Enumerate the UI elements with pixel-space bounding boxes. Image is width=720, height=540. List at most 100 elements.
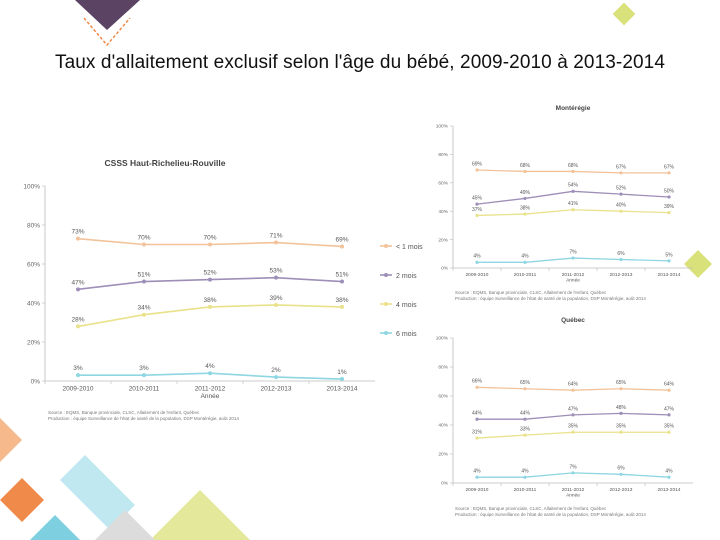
chart-monteregie-data-label: 45% (472, 196, 483, 202)
chart-csss-legend-marker-6mois (384, 331, 388, 335)
chart-csss-data-label: 53% (269, 268, 282, 275)
chart-quebec-ytick-label: 100% (436, 336, 449, 342)
chart-monteregie-point-2mois (667, 195, 671, 199)
chart-csss-legend-label-6mois: 6 mois (396, 331, 417, 338)
chart-csss-point-6mois (142, 373, 146, 378)
deco-orange-dashed-chevron (83, 17, 131, 47)
chart-monteregie-data-label: 40% (616, 203, 627, 209)
chart-csss-point-lt1mois (76, 236, 80, 241)
chart-monteregie-data-label: 68% (520, 163, 531, 169)
chart-monteregie-xtick-label: 2010-2011 (514, 272, 537, 278)
chart-csss-ytick-label: 100% (23, 183, 40, 190)
chart-csss-point-4mois (76, 324, 80, 329)
chart-quebec-point-lt1mois (523, 387, 527, 391)
chart-csss-ytick-label: 0% (31, 378, 41, 385)
chart-quebec-data-label: 4% (665, 469, 673, 475)
chart-csss-ytick-label: 60% (27, 261, 40, 268)
chart-quebec-xlabel: Année (566, 493, 580, 499)
chart-quebec-point-4mois (571, 430, 575, 434)
chart-monteregie-point-lt1mois (523, 169, 527, 174)
chart-monteregie-data-label: 4% (521, 254, 529, 260)
chart-quebec-data-label: 6% (617, 466, 625, 472)
chart-quebec-xtick-label: 2009-2010 (466, 487, 489, 493)
chart-monteregie-point-4mois (523, 212, 527, 216)
chart-csss-source-2: Production : équipe Surveillance de l'ét… (48, 416, 239, 421)
chart-csss-data-label: 51% (137, 272, 150, 279)
chart-monteregie-data-label: 69% (472, 161, 483, 167)
chart-csss-legend-label-lt1mois: < 1 mois (396, 244, 423, 251)
chart-csss-legend-label-4mois: 4 mois (396, 302, 417, 309)
chart-csss-title: CSSS Haut-Richelieu-Rouville (105, 158, 226, 168)
chart-quebec-data-label: 4% (521, 469, 529, 475)
chart-quebec-svg: Québec 0% 20% 40% 60% 80% 100% 2009-2010 2010-20… (436, 317, 693, 499)
chart-monteregie-point-4mois (571, 208, 575, 212)
chart-monteregie-point-2mois (475, 202, 479, 206)
slide-title: Taux d'allaitement exclusif selon l'âge … (54, 52, 666, 73)
chart-quebec-data-label: 47% (664, 406, 675, 412)
chart-quebec-data-label: 35% (616, 424, 627, 430)
chart-quebec-point-lt1mois (571, 388, 575, 392)
chart-csss-point-lt1mois (274, 240, 278, 245)
chart-quebec: Québec 0% 20% 40% 60% 80% 100% 2009-2010 2010-20… (425, 310, 715, 510)
chart-monteregie-point-2mois (571, 189, 575, 193)
chart-quebec-point-4mois (523, 433, 527, 437)
chart-monteregie-xtick-label: 2012-2013 (610, 272, 633, 278)
chart-csss-data-label: 73% (71, 229, 84, 236)
chart-csss-xtick-label: 2011-2012 (195, 386, 226, 393)
deco-blue-stripes (60, 455, 135, 530)
chart-quebec-xtick-label: 2010-2011 (514, 487, 537, 493)
chart-csss-data-label: 1% (337, 369, 347, 376)
chart-monteregie-ytick-label: 60% (438, 180, 448, 186)
chart-csss-point-lt1mois (340, 244, 344, 249)
chart-csss-xtick-label: 2012-2013 (260, 386, 291, 393)
chart-quebec-source-1: Source : EQMS, Banque provinciale, CLSC,… (455, 506, 607, 511)
deco-yellow-stripes-large (150, 490, 250, 540)
chart-csss-legend-label-2mois: 2 mois (396, 273, 417, 280)
chart-monteregie-data-label: 39% (664, 204, 675, 210)
chart-csss-point-2mois (274, 275, 278, 280)
chart-monteregie-source-1: Source : EQMS, Banque provinciale, CLSC,… (455, 290, 607, 295)
chart-monteregie-data-label: 38% (520, 205, 531, 211)
chart-monteregie-data-label: 4% (473, 254, 481, 260)
chart-quebec-data-label: 66% (472, 379, 483, 385)
chart-monteregie-point-6mois (571, 256, 575, 260)
chart-monteregie-point-4mois (667, 211, 671, 215)
chart-monteregie-ytick-label: 20% (438, 237, 448, 243)
chart-quebec-data-label: 7% (569, 464, 577, 470)
chart-quebec-ytick-label: 40% (438, 423, 448, 429)
chart-csss-data-label: 38% (203, 297, 216, 304)
chart-quebec-xtick-label: 2012-2013 (610, 487, 633, 493)
chart-monteregie-data-label: 67% (664, 164, 675, 170)
chart-csss-xlabel: Année (201, 393, 220, 400)
chart-quebec-point-6mois (619, 472, 623, 476)
chart-monteregie-data-label: 41% (568, 201, 579, 207)
chart-csss-point-6mois (208, 371, 212, 376)
chart-quebec-point-6mois (475, 475, 479, 479)
chart-quebec-point-6mois (523, 475, 527, 479)
chart-quebec-data-label: 44% (520, 411, 531, 417)
chart-quebec-data-label: 33% (520, 427, 531, 433)
deco-orange-diamond-bottom (0, 478, 44, 522)
chart-quebec-point-2mois (571, 413, 575, 417)
chart-quebec-source-2: Production : équipe Surveillance de l'ét… (455, 512, 646, 517)
chart-monteregie-data-label: 54% (568, 183, 579, 189)
chart-csss: CSSS Haut-Richelieu-Rouville 0% 20% 40% 60% 8… (20, 150, 423, 430)
chart-csss-ytick-label: 80% (27, 222, 40, 229)
chart-monteregie-data-label: 52% (616, 186, 627, 192)
chart-monteregie-data-label: 68% (568, 163, 579, 169)
chart-csss-data-label: 52% (203, 270, 216, 277)
chart-quebec-data-label: 31% (472, 429, 483, 435)
chart-monteregie-ytick-label: 80% (438, 152, 448, 158)
chart-monteregie-ytick-label: 100% (436, 124, 449, 130)
chart-monteregie-xtick-label: 2013-2014 (658, 272, 681, 278)
chart-quebec-data-label: 64% (664, 382, 675, 388)
chart-quebec-point-6mois (667, 475, 671, 479)
chart-monteregie-point-2mois (523, 196, 527, 201)
chart-quebec-data-label: 35% (664, 424, 675, 430)
chart-csss-point-6mois (340, 377, 344, 382)
chart-csss-xtick-label: 2009-2010 (62, 386, 93, 393)
chart-csss-data-label: 2% (271, 367, 281, 374)
chart-quebec-ytick-label: 80% (438, 365, 448, 371)
deco-yellow-diamond (612, 2, 636, 26)
chart-quebec-data-label: 35% (568, 424, 579, 430)
